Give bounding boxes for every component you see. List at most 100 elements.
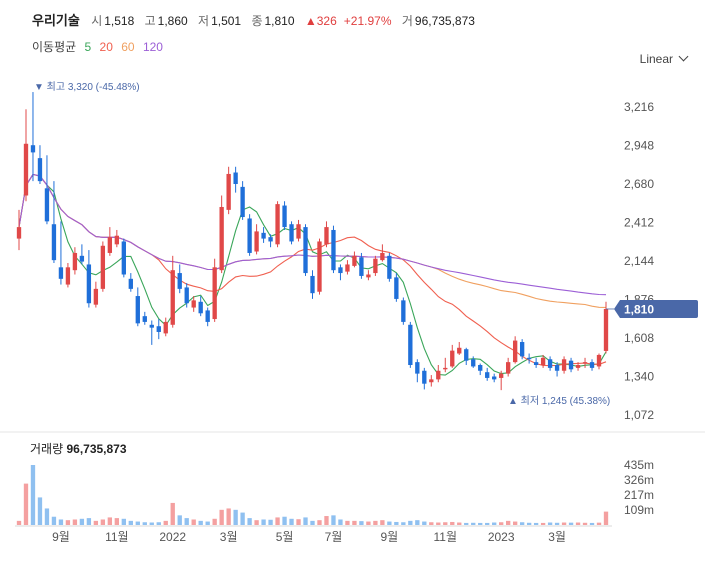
candle-body[interactable]: [331, 229, 336, 271]
candle-body[interactable]: [547, 359, 553, 368]
candle-body[interactable]: [198, 301, 203, 314]
candle-body[interactable]: [512, 340, 518, 363]
candle-body[interactable]: [317, 241, 322, 292]
candle-body[interactable]: [554, 365, 560, 371]
candle-body[interactable]: [37, 158, 43, 182]
candle-body[interactable]: [128, 278, 133, 289]
candle-body[interactable]: [596, 354, 602, 367]
volume-bar: [289, 518, 294, 525]
candle-body[interactable]: [366, 274, 371, 278]
candle-body[interactable]: [261, 232, 266, 239]
candle-body[interactable]: [561, 359, 567, 371]
candle-body[interactable]: [506, 362, 511, 374]
candle-body[interactable]: [499, 373, 504, 378]
candle-body[interactable]: [443, 367, 448, 370]
candle-body[interactable]: [471, 359, 476, 367]
candle-body[interactable]: [478, 365, 483, 371]
quote-header: 우리기술 시 1,518 고 1,860 저 1,501 종 1,810 ▲326 +21…: [32, 10, 482, 29]
candle-body[interactable]: [51, 224, 57, 261]
candle-body[interactable]: [156, 326, 161, 332]
candle-body[interactable]: [303, 227, 308, 274]
candle-body[interactable]: [212, 267, 217, 320]
candle-body[interactable]: [352, 255, 357, 266]
volume-bar: [170, 502, 175, 525]
candle-body[interactable]: [338, 267, 343, 274]
candle-body[interactable]: [289, 224, 294, 242]
candle-body[interactable]: [568, 360, 574, 370]
candle-body[interactable]: [86, 264, 92, 304]
candle-body[interactable]: [582, 362, 588, 364]
candle-body[interactable]: [464, 349, 469, 361]
volume-chart-title: 거래량: [30, 442, 64, 456]
candle-body[interactable]: [436, 370, 441, 380]
volume-bar: [240, 512, 245, 525]
candle-body[interactable]: [191, 300, 196, 308]
candle-body[interactable]: [30, 145, 36, 153]
candle-body[interactable]: [310, 275, 315, 294]
candle-body[interactable]: [177, 273, 182, 289]
candle-body[interactable]: [72, 252, 78, 271]
candle-body[interactable]: [422, 370, 427, 384]
candle-body[interactable]: [533, 362, 539, 366]
candle-body[interactable]: [107, 237, 113, 253]
candle-body[interactable]: [226, 173, 231, 210]
candle-body[interactable]: [149, 324, 154, 328]
candle-body[interactable]: [79, 255, 85, 262]
candle-body[interactable]: [268, 237, 273, 242]
candle-body[interactable]: [345, 264, 350, 272]
candle-body[interactable]: [233, 172, 238, 184]
candle-body[interactable]: [58, 267, 64, 279]
moving-average-legend: 이동평균 5 20 60 120: [32, 38, 168, 55]
candle-body[interactable]: [240, 186, 245, 218]
candle-body[interactable]: [457, 347, 462, 354]
candle-body[interactable]: [282, 205, 287, 228]
candle-body[interactable]: [163, 321, 168, 334]
candle-body[interactable]: [387, 255, 392, 279]
candle-body[interactable]: [526, 357, 532, 360]
scale-selector[interactable]: Linear: [640, 51, 689, 66]
candle-body[interactable]: [485, 372, 490, 378]
volume-bar: [282, 516, 287, 525]
volume-bar: [338, 519, 343, 525]
current-price-label: 1,810: [624, 302, 654, 316]
candle-body[interactable]: [275, 204, 280, 245]
volume-bar: [37, 497, 43, 525]
candle-body[interactable]: [519, 342, 525, 357]
candle-body[interactable]: [429, 379, 434, 383]
volume-bar: [575, 522, 581, 525]
candle-body[interactable]: [324, 227, 329, 245]
candle-body[interactable]: [247, 218, 252, 253]
candle-body[interactable]: [44, 188, 50, 222]
candle-body[interactable]: [589, 362, 595, 368]
candle-body[interactable]: [114, 235, 119, 245]
candle-body[interactable]: [16, 227, 22, 239]
candle-body[interactable]: [121, 241, 126, 275]
candle-body[interactable]: [492, 376, 497, 380]
candle-body[interactable]: [575, 365, 581, 368]
candle-body[interactable]: [100, 245, 106, 289]
candle-body[interactable]: [450, 350, 455, 367]
candle-body[interactable]: [205, 310, 210, 322]
candle-body[interactable]: [373, 258, 378, 274]
candle-body[interactable]: [401, 300, 406, 322]
candle-body[interactable]: [93, 288, 99, 305]
candle-body[interactable]: [408, 324, 413, 366]
candle-body[interactable]: [142, 316, 147, 322]
candle-body[interactable]: [184, 287, 189, 304]
candle-body[interactable]: [23, 143, 29, 196]
candle-body[interactable]: [415, 362, 420, 374]
candle-body[interactable]: [380, 252, 385, 261]
candle-body[interactable]: [219, 206, 224, 271]
candle-body[interactable]: [603, 308, 609, 351]
candle-body[interactable]: [296, 224, 301, 239]
candle-body[interactable]: [170, 270, 175, 325]
candle-body[interactable]: [65, 267, 71, 285]
volume-bar: [121, 518, 126, 525]
volume-bar: [366, 521, 371, 525]
candle-body[interactable]: [359, 257, 364, 276]
candle-body[interactable]: [394, 277, 399, 299]
candle-body[interactable]: [135, 296, 140, 324]
candle-body[interactable]: [540, 357, 546, 366]
candle-body[interactable]: [254, 231, 259, 252]
